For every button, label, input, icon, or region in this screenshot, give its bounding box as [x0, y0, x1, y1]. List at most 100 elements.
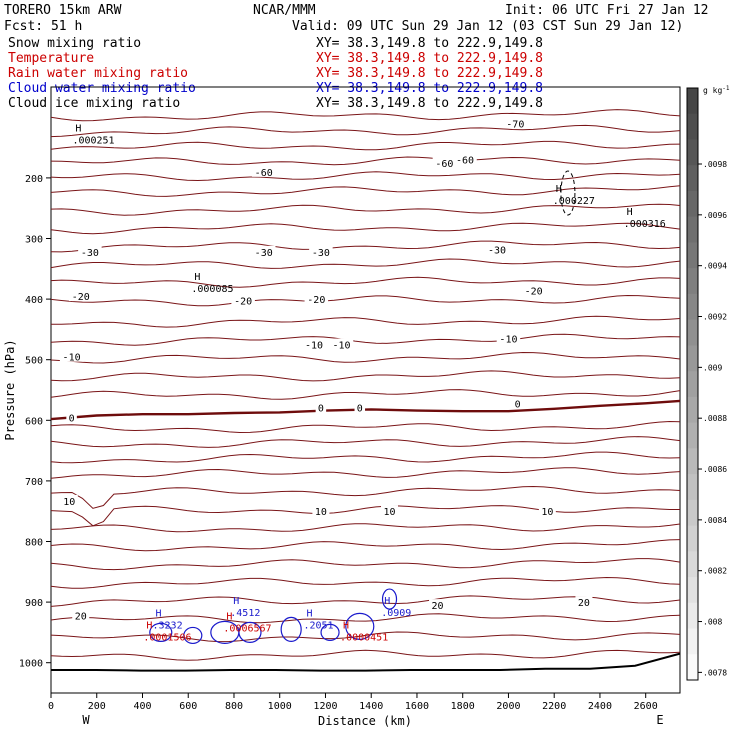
isotherm-line — [50, 140, 681, 151]
isotherm-line — [50, 505, 680, 527]
x-tick-label: 1400 — [359, 701, 383, 712]
colorbar-segment — [687, 474, 698, 501]
extremum-marker: H — [627, 207, 633, 218]
colorbar-unit: g kg-1 — [703, 85, 730, 95]
x-tick-label: 2600 — [634, 701, 658, 712]
isotherm-label-bg — [231, 294, 255, 306]
field-xy-temperature: XY= 38.3,149.8 to 222.9,149.8 — [316, 51, 543, 66]
isotherm-label: -10 — [63, 353, 81, 364]
colorbar-segment — [687, 371, 698, 398]
y-tick-label: 400 — [25, 295, 43, 306]
colorbar-segment — [687, 113, 698, 140]
zero-isotherm-line — [50, 399, 681, 421]
organization-label: NCAR/MMM — [253, 3, 316, 18]
isotherm-label-bg — [575, 596, 593, 608]
isotherm-line — [50, 523, 681, 533]
extremum-value: .000085 — [191, 284, 233, 295]
isotherm-line — [50, 558, 681, 571]
colorbar-segment — [687, 422, 698, 449]
colorbar-segment — [687, 216, 698, 243]
colorbar-segment — [687, 525, 698, 552]
colorbar-tick-label: .008 — [703, 618, 722, 627]
extremum-value: .000316 — [624, 219, 666, 230]
colorbar-segment — [687, 345, 698, 372]
isotherm-line — [50, 315, 681, 328]
x-tick-label: 1000 — [268, 701, 292, 712]
isotherm-label: -10 — [499, 334, 517, 345]
isotherm-line — [50, 467, 681, 479]
isotherm-line — [50, 649, 681, 661]
colorbar-segment — [687, 139, 698, 166]
isotherm-line — [50, 276, 681, 288]
isotherm-label-bg — [309, 245, 333, 257]
x-tick-label: 2000 — [496, 701, 520, 712]
isotherm-label-bg — [329, 338, 354, 350]
isotherm-line — [50, 595, 681, 607]
isotherm-line — [50, 485, 681, 509]
colorbar-segment — [687, 602, 698, 630]
field-name-temperature: Temperature — [8, 51, 94, 66]
isotherm-label: -20 — [234, 296, 252, 307]
isotherm-label: 0 — [357, 404, 363, 415]
extremum-marker: H — [343, 620, 349, 631]
isotherm-label: -20 — [307, 295, 325, 306]
isotherm-label: -30 — [255, 248, 273, 259]
extremum-marker: H — [194, 272, 200, 283]
extremum-marker: H — [146, 620, 152, 631]
x-tick-label: 2400 — [588, 701, 612, 712]
isotherm-line — [50, 124, 681, 138]
extremum-marker: H — [226, 611, 232, 622]
extremum-marker: H — [384, 596, 390, 607]
colorbar-segment — [687, 165, 698, 192]
colorbar-segment — [687, 268, 698, 295]
field-name-cloud-ice: Cloud ice mixing ratio — [8, 96, 180, 111]
cloud-water-contour — [345, 612, 375, 640]
isotherm-label: 20 — [578, 598, 590, 609]
extremum-marker: H — [306, 608, 312, 619]
isotherm-label-bg — [251, 165, 276, 177]
isotherm-label-bg — [496, 332, 521, 344]
isotherm-label-bg — [315, 401, 327, 413]
cloud-water-contour — [320, 623, 340, 642]
isotherm-label: -70 — [506, 119, 524, 130]
isotherm-label-bg — [72, 609, 90, 621]
isotherm-label-bg — [429, 599, 447, 611]
isotherm-line — [50, 351, 681, 364]
isotherm-label-bg — [503, 117, 528, 129]
colorbar-segment — [687, 396, 698, 424]
extremum-value: .0000451 — [340, 632, 388, 643]
hydrometeor-contours — [149, 170, 576, 645]
colorbar-segment — [687, 319, 698, 346]
cloud-water-contour — [238, 621, 262, 644]
x-tick-label: 600 — [179, 701, 197, 712]
y-tick-label: 900 — [25, 598, 43, 609]
isotherm-line — [50, 294, 681, 307]
isotherm-label: 10 — [383, 507, 395, 518]
x-tick-label: 400 — [133, 701, 151, 712]
colorbar: g kg-1 .0098 .0096 .0094 .0092 .009 .0088 .008… — [686, 85, 730, 681]
x-tick-label: 200 — [88, 701, 106, 712]
x-tick-label: 1800 — [451, 701, 475, 712]
colorbar-tick-label: .0092 — [703, 313, 727, 322]
x-tick-label: 2200 — [542, 701, 566, 712]
y-axis-label: Pressure (hPa) — [3, 339, 17, 440]
isotherm-line — [50, 420, 681, 434]
isotherm-line — [50, 156, 681, 166]
isotherm-label-bg — [453, 153, 477, 165]
colorbar-tick-label: .0084 — [703, 516, 727, 525]
colorbar-tick-label: .0086 — [703, 465, 727, 474]
colorbar-segment — [687, 293, 698, 321]
isotherm-label: -60 — [456, 156, 474, 167]
field-name-rain: Rain water mixing ratio — [8, 66, 188, 81]
valid-time: Valid: 09 UTC Sun 29 Jan 12 (03 CST Sun … — [292, 19, 683, 34]
isotherm-label: -20 — [525, 287, 543, 298]
isotherm-label-bg — [251, 245, 276, 257]
extremum-value: .0001506 — [143, 632, 191, 643]
colorbar-tick-label: .0088 — [703, 414, 727, 423]
isotherm-label: 10 — [541, 507, 553, 518]
isotherm-line — [50, 631, 681, 643]
isotherm-line — [50, 109, 681, 122]
isotherm-label-bg — [68, 290, 93, 302]
colorbar-segment — [687, 190, 698, 218]
x-tick-label: 800 — [225, 701, 243, 712]
